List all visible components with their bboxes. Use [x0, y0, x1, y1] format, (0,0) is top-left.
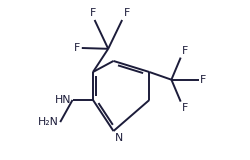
- Text: F: F: [182, 46, 188, 56]
- Text: H₂N: H₂N: [38, 117, 59, 127]
- Text: F: F: [74, 43, 80, 53]
- Text: F: F: [90, 8, 96, 18]
- Text: F: F: [200, 75, 206, 85]
- Text: N: N: [115, 133, 123, 144]
- Text: HN: HN: [55, 95, 71, 105]
- Text: F: F: [182, 103, 188, 113]
- Text: F: F: [124, 8, 130, 18]
